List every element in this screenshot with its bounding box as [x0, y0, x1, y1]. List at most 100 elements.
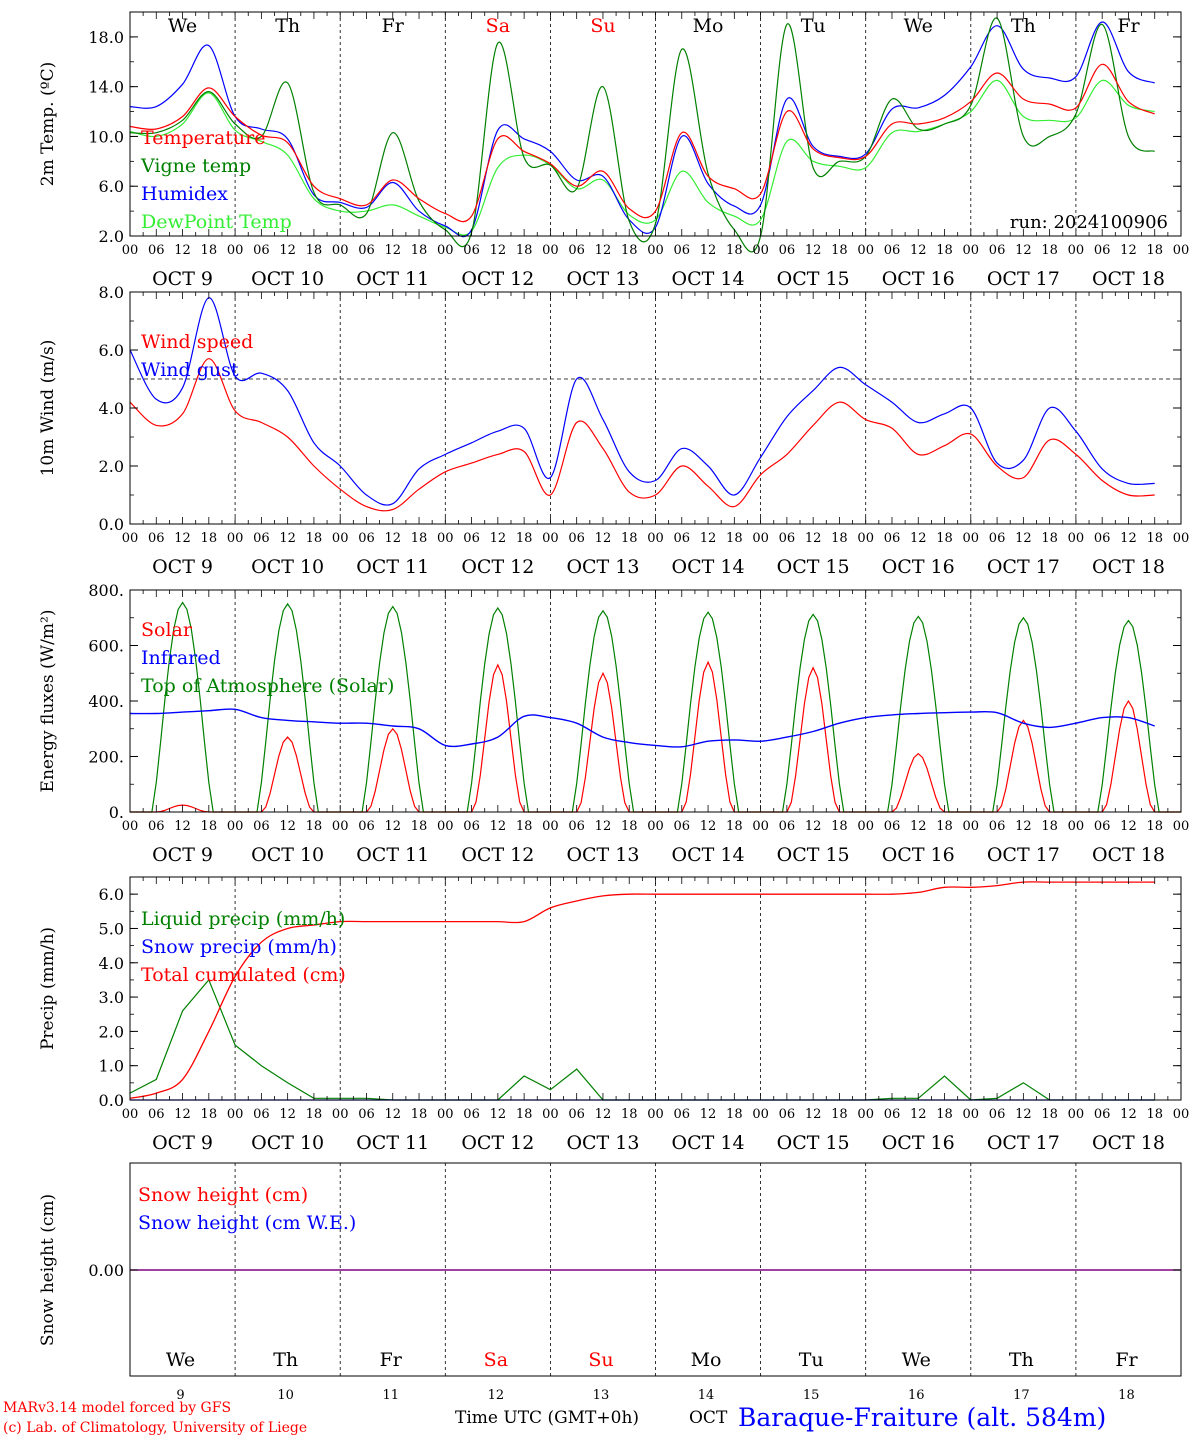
wind-hour-label: 00: [963, 531, 980, 546]
snow-weekday-label: Su: [588, 1349, 613, 1371]
energy-hour-label: 18: [306, 819, 323, 834]
precip-hour-label: 18: [831, 1107, 848, 1122]
energy-hour-label: 12: [279, 819, 296, 834]
precip-hour-label: 00: [857, 1107, 874, 1122]
temp-series-vigne-temp: [129, 17, 1155, 253]
precip-date-label: OCT 10: [251, 1132, 324, 1154]
energy-hour-label: 18: [936, 819, 953, 834]
temp-hour-label: 12: [490, 243, 507, 258]
energy-hour-label: 12: [595, 819, 612, 834]
temp-y-axis-label: 2m Temp. (ºC): [38, 62, 58, 187]
axes-layer: [129, 11, 1182, 1377]
energy-date-label: OCT 16: [882, 844, 955, 866]
snow-y-axis-label: Snow height (cm): [38, 1194, 58, 1346]
temp-date-label: OCT 16: [882, 268, 955, 290]
precip-date-label: OCT 11: [356, 1132, 429, 1154]
energy-y-tick-label: 200.: [88, 748, 124, 767]
energy-hour-label: 12: [805, 819, 822, 834]
temp-run-annotation: run: 2024100906: [1010, 212, 1168, 233]
energy-legend-infrared: Infrared: [141, 647, 221, 669]
snow-day-number-label: 9: [176, 1388, 184, 1403]
precip-hour-label: 18: [1146, 1107, 1163, 1122]
energy-hour-label: 12: [490, 819, 507, 834]
wind-y-axis-label: 10m Wind (m/s): [38, 340, 58, 477]
energy-y-tick-label: 400.: [88, 692, 124, 711]
temp-hour-label: 18: [1041, 243, 1058, 258]
energy-date-label: OCT 14: [672, 844, 745, 866]
wind-date-label: OCT 14: [672, 556, 745, 578]
energy-hour-label: 12: [700, 819, 717, 834]
wind-date-label: OCT 18: [1092, 556, 1165, 578]
energy-date-label: OCT 17: [987, 844, 1060, 866]
wind-hour-label: 12: [384, 531, 401, 546]
precip-hour-label: 06: [568, 1107, 585, 1122]
temp-hour-label: 12: [700, 243, 717, 258]
energy-y-tick-label: 0.: [109, 803, 124, 822]
precip-hour-label: 12: [174, 1107, 191, 1122]
temp-date-label: OCT 13: [566, 268, 639, 290]
wind-hour-label: 00: [227, 531, 244, 546]
temp-hour-label: 00: [437, 243, 454, 258]
precip-y-tick-label: 4.0: [99, 954, 124, 973]
snow-day-number-label: 12: [488, 1388, 505, 1403]
precip-legend-snow-precip-mm-h: Snow precip (mm/h): [141, 936, 337, 958]
precip-hour-label: 06: [884, 1107, 901, 1122]
footer-station: Baraque-Fraiture (alt. 584m): [738, 1403, 1106, 1432]
wind-hour-label: 06: [568, 531, 585, 546]
precip-legend-total-cumulated-cm: Total cumulated (cm): [141, 964, 346, 986]
temp-weekday-label: Th: [1011, 15, 1036, 37]
temp-hour-label: 06: [1094, 243, 1111, 258]
temp-hour-label: 00: [542, 243, 559, 258]
temp-series-dewpoint-temp: [129, 79, 1155, 236]
temp-hour-label: 06: [674, 243, 691, 258]
temp-hour-label: 06: [358, 243, 375, 258]
wind-hour-label: 00: [542, 531, 559, 546]
wind-hour-label: 06: [463, 531, 480, 546]
wind-series-wind-gust: [129, 297, 1155, 506]
wind-hour-label: 06: [1094, 531, 1111, 546]
precip-hour-label: 00: [122, 1107, 139, 1122]
wind-hour-label: 18: [516, 531, 533, 546]
footer-model: MARv3.14 model forced by GFS: [3, 1400, 231, 1416]
temp-series-humidex: [129, 21, 1155, 238]
temp-hour-label: 12: [1015, 243, 1032, 258]
temp-hour-label: 12: [279, 243, 296, 258]
temp-date-label: OCT 11: [356, 268, 429, 290]
temp-legend-dewpoint-temp: DewPoint Temp: [141, 211, 292, 233]
temp-y-tick-label: 6.0: [99, 177, 124, 196]
precip-hour-label: 18: [516, 1107, 533, 1122]
precip-date-label: OCT 12: [461, 1132, 534, 1154]
temp-hour-label: 12: [1120, 243, 1137, 258]
wind-hour-label: 12: [700, 531, 717, 546]
snow-legend-snow-height-cm-w-e: Snow height (cm W.E.): [138, 1212, 356, 1234]
temp-weekday-label: We: [904, 15, 933, 37]
snow-weekday-label: Sa: [484, 1349, 508, 1371]
text-layer: 2.0 6.0 10.0 14.0 18.0 2m Temp. (ºC) 00 06 12 18 O…: [38, 15, 1189, 1403]
wind-hour-label: 18: [201, 531, 218, 546]
wind-hour-label: 06: [779, 531, 796, 546]
wind-date-label: OCT 9: [152, 556, 213, 578]
wind-hour-label: 18: [726, 531, 743, 546]
footer-lab: (c) Lab. of Climatology, University of L…: [3, 1420, 307, 1436]
precip-y-tick-label: 0.0: [99, 1091, 124, 1110]
energy-hour-label: 06: [358, 819, 375, 834]
energy-hour-label: 06: [1094, 819, 1111, 834]
wind-hour-label: 00: [752, 531, 769, 546]
snow-weekday-label: Fr: [1115, 1349, 1138, 1371]
precip-date-label: OCT 17: [987, 1132, 1060, 1154]
energy-hour-label: 06: [568, 819, 585, 834]
wind-hour-label: 00: [122, 531, 139, 546]
wind-hour-label: 00: [1068, 531, 1085, 546]
wind-hour-label: 06: [148, 531, 165, 546]
energy-hour-label: 00: [1068, 819, 1085, 834]
temp-weekday-label: We: [168, 15, 197, 37]
wind-hour-label: 12: [1120, 531, 1137, 546]
temp-weekday-label: Th: [275, 15, 300, 37]
energy-hour-label: 12: [1015, 819, 1032, 834]
energy-date-label: OCT 9: [152, 844, 213, 866]
snow-legend-snow-height-cm: Snow height (cm): [138, 1184, 308, 1206]
temp-date-label: OCT 12: [461, 268, 534, 290]
temp-hour-label: 18: [726, 243, 743, 258]
temp-date-label: OCT 9: [152, 268, 213, 290]
energy-hour-label: 06: [253, 819, 270, 834]
